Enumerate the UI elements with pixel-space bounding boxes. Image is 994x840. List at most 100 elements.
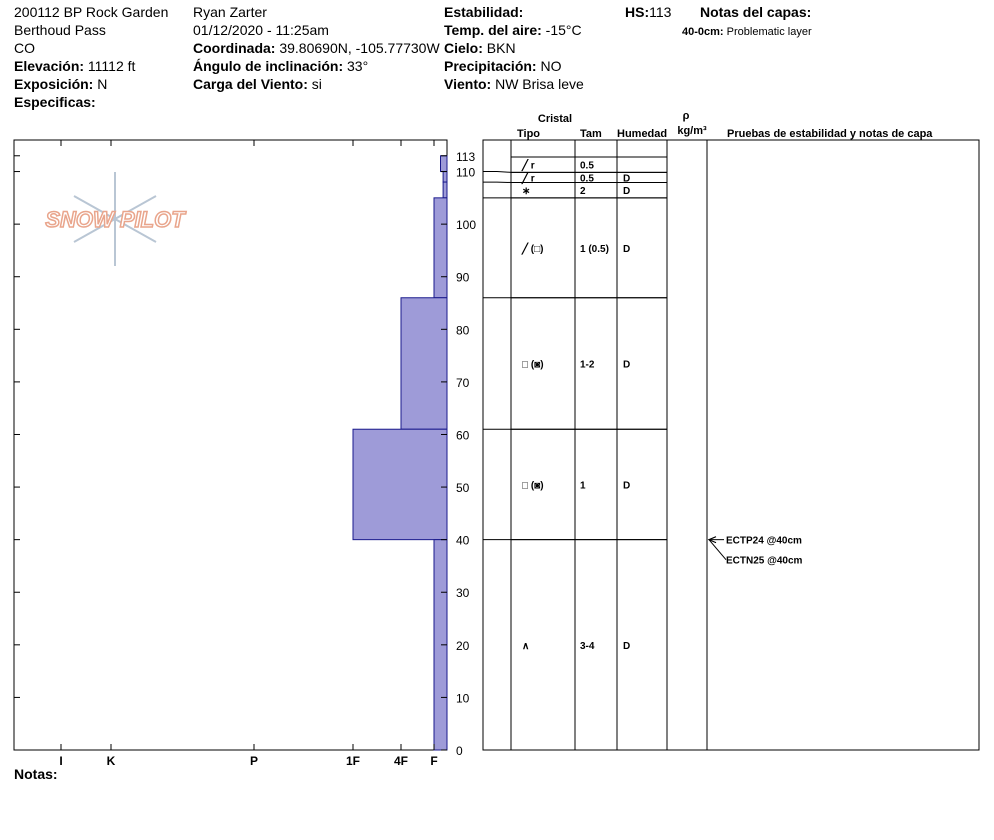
grain-size: 2	[580, 186, 586, 197]
depth: 40-0cm:	[682, 26, 724, 38]
label: Elevación:	[14, 58, 84, 74]
value: NO	[540, 58, 561, 74]
hardness-bar	[400, 297, 448, 430]
layer-note: 40-0cm: Problematic layer	[682, 26, 812, 38]
y-tick-label: 0	[456, 744, 463, 758]
y-tick-label: 113	[456, 150, 475, 164]
moisture: D	[623, 359, 630, 370]
col-header: Tipo	[517, 128, 540, 140]
state: CO	[14, 40, 35, 56]
label: Viento:	[444, 76, 491, 92]
grain-type: □ (◙)	[522, 480, 544, 491]
y-tick-label: 90	[456, 271, 470, 285]
x-tick-label: 1F	[346, 754, 360, 768]
hardness-bar	[433, 197, 448, 299]
grain-size: 1 (0.5)	[580, 244, 609, 255]
y-tick-label: 100	[456, 218, 476, 232]
label: HS:	[625, 4, 649, 20]
x-tick-label: K	[107, 754, 116, 768]
layer-notes-title: Notas del capas:	[700, 4, 811, 20]
label: Cielo:	[444, 40, 483, 56]
location: Berthoud Pass	[14, 22, 106, 38]
hs: HS:113	[625, 4, 672, 20]
test-label: ECTP24 @40cm	[726, 536, 802, 547]
label: Carga del Viento:	[193, 76, 308, 92]
value: NW Brisa leve	[495, 76, 584, 92]
grain-size: 1	[580, 480, 586, 491]
value: si	[312, 76, 322, 92]
connector	[483, 171, 512, 173]
observer: Ryan Zarter	[193, 4, 267, 20]
value: 33°	[347, 58, 368, 74]
x-tick-label: I	[59, 754, 62, 768]
value: 113	[649, 4, 672, 20]
logo-text: SNOW PILOT	[45, 207, 186, 232]
moisture: D	[623, 186, 630, 197]
logo	[73, 172, 157, 266]
elevation: Elevación: 11112 ft	[14, 58, 136, 74]
specifics: Especificas:	[14, 94, 96, 110]
test-leader	[708, 539, 727, 560]
col-header: Humedad	[617, 128, 667, 140]
value: BKN	[487, 40, 516, 56]
air-temp: Temp. del aire: -15°C	[444, 22, 582, 38]
col-header: kg/m³	[677, 125, 707, 137]
moisture: D	[623, 173, 630, 184]
grain-size: 0.5	[580, 161, 594, 172]
test-label: ECTN25 @40cm	[726, 556, 803, 567]
moisture: D	[623, 480, 630, 491]
grain-type: ╱ r	[521, 159, 535, 172]
label: Coordinada:	[193, 40, 275, 56]
y-tick-label: 80	[456, 323, 470, 337]
y-tick-label: 110	[456, 166, 475, 180]
value: 39.80690N, -105.77730W	[279, 40, 440, 56]
y-tick-label: 70	[456, 376, 470, 390]
label: Temp. del aire:	[444, 22, 542, 38]
moisture: D	[623, 641, 630, 652]
text: Problematic layer	[727, 26, 812, 38]
grain-type: ∧	[522, 641, 529, 652]
y-tick-label: 30	[456, 586, 470, 600]
precipitation: Precipitación: NO	[444, 58, 562, 74]
grain-type: □ (◙)	[522, 359, 544, 370]
table-frame	[482, 139, 980, 751]
grain-size: 3-4	[580, 641, 595, 652]
y-tick-label: 10	[456, 691, 470, 705]
site: 200112 BP Rock Garden	[14, 4, 168, 20]
datetime: 01/12/2020 - 11:25am	[193, 22, 329, 38]
col-header: Pruebas de estabilidad y notas de capa	[727, 128, 933, 140]
y-tick-label: 40	[456, 534, 470, 548]
wind-loading: Carga del Viento: si	[193, 76, 322, 92]
hardness-bar	[352, 428, 448, 541]
grain-type: ∗	[522, 186, 530, 197]
grain-type: ╱ (□)	[521, 242, 544, 255]
hardness-bar	[442, 171, 448, 183]
col-header: ρ	[683, 110, 690, 122]
col-header: Cristal	[538, 113, 572, 125]
grain-type: ╱ r	[521, 171, 535, 184]
label: Ángulo de inclinación:	[193, 58, 343, 74]
col-header: Tam	[580, 128, 602, 140]
x-tick-label: F	[430, 754, 437, 768]
y-tick-label: 20	[456, 639, 470, 653]
label: Exposición:	[14, 76, 93, 92]
grain-size: 0.5	[580, 173, 594, 184]
y-tick-label: 60	[456, 428, 470, 442]
y-tick-label: 50	[456, 481, 470, 495]
x-tick-label: 4F	[394, 754, 408, 768]
label: Precipitación:	[444, 58, 537, 74]
notes: Notas:	[14, 766, 58, 782]
stability: Estabilidad:	[444, 4, 523, 20]
value: -15°C	[546, 22, 582, 38]
grain-size: 1-2	[580, 359, 595, 370]
wind: Viento: NW Brisa leve	[444, 76, 584, 92]
hardness-bar	[440, 155, 448, 173]
x-tick-label: P	[250, 754, 258, 768]
hardness-bar	[442, 181, 448, 199]
value: N	[97, 76, 107, 92]
sky: Cielo: BKN	[444, 40, 516, 56]
moisture: D	[623, 244, 630, 255]
aspect: Exposición: N	[14, 76, 107, 92]
value: 11112 ft	[88, 58, 136, 74]
